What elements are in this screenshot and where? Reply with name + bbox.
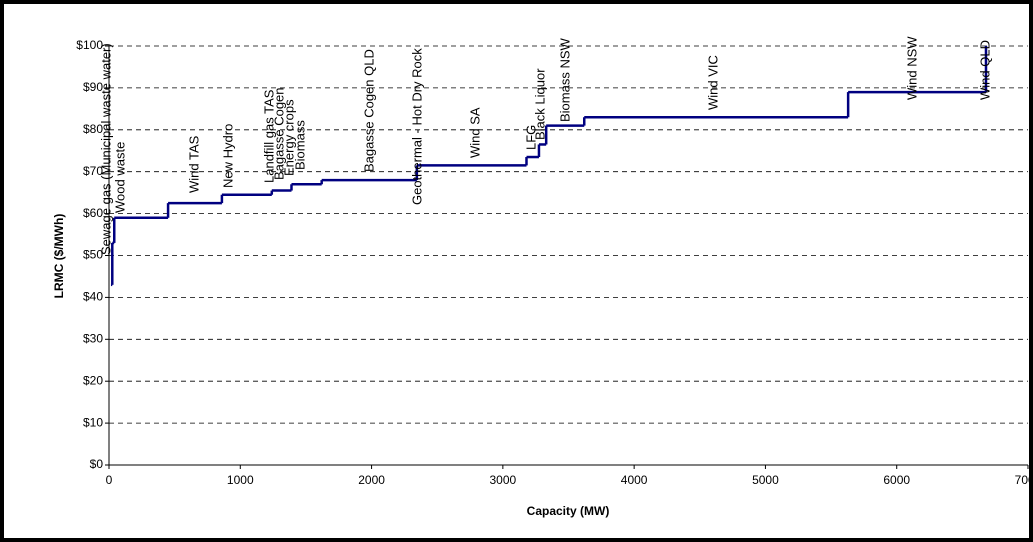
annotation: Landfill gas TAS — [261, 89, 276, 183]
annotation: Wind VIC — [705, 55, 720, 110]
y-tick-label: $100 — [76, 38, 103, 52]
annotation: Sewage gas (Municipal waste water) — [98, 43, 113, 255]
y-tick-label: $20 — [83, 373, 103, 387]
y-tick-label: $30 — [83, 331, 103, 345]
annotation: Wind NSW — [904, 36, 919, 100]
annotation: Wind TAS — [186, 135, 201, 193]
annotation: Wood waste — [112, 142, 127, 213]
annotation: Wind QLD — [977, 40, 992, 100]
y-tick-label: $10 — [83, 415, 103, 429]
annotation: Biomass — [292, 120, 307, 170]
x-tick-label: 5000 — [752, 473, 779, 487]
y-tick-label: $40 — [83, 290, 103, 304]
annotation: Biomass NSW — [557, 37, 572, 122]
x-tick-label: 0 — [106, 473, 113, 487]
y-tick-label: $90 — [83, 80, 103, 94]
y-tick-label: $50 — [83, 248, 103, 262]
y-tick-label: $60 — [83, 206, 103, 220]
annotation: Geothermal - Hot Dry Rock — [409, 48, 424, 205]
annotation: Bagasse Cogen — [271, 87, 286, 180]
x-tick-label: 6000 — [883, 473, 910, 487]
annotation: Black Liquor — [532, 68, 547, 140]
annotation: New Hydro — [220, 124, 235, 188]
x-tick-label: 1000 — [227, 473, 254, 487]
annotation: Wind SA — [467, 107, 482, 158]
annotation: LFG — [523, 125, 538, 150]
x-axis-title: Capacity (MW) — [527, 504, 610, 518]
annotation: Bagasse Cogen QLD — [361, 49, 376, 172]
y-tick-label: $0 — [90, 457, 104, 471]
y-axis-title: LRMC ($/MWh) — [52, 214, 66, 299]
x-tick-label: 2000 — [358, 473, 385, 487]
y-tick-label: $70 — [83, 164, 103, 178]
annotation: Energy crops — [281, 99, 296, 176]
x-tick-label: 4000 — [621, 473, 648, 487]
x-tick-label: 7000 — [1015, 473, 1033, 487]
y-tick-label: $80 — [83, 122, 103, 136]
x-tick-label: 3000 — [490, 473, 517, 487]
